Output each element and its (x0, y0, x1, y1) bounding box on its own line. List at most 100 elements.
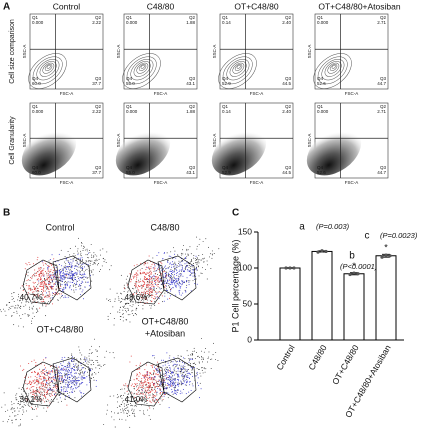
gated-dot (72, 380, 74, 382)
gated-dot (155, 381, 157, 383)
event-dot (186, 256, 188, 258)
event-dot (198, 244, 200, 246)
event-dot (37, 383, 39, 385)
event-dot (215, 359, 217, 360)
contour (327, 62, 340, 74)
gated-dot (44, 385, 46, 387)
event-dot (207, 361, 208, 363)
event-dot (56, 391, 58, 392)
event-dot (147, 295, 148, 297)
event-dot (149, 296, 150, 298)
gated-dot (53, 274, 55, 276)
gated-dot (181, 266, 183, 268)
event-dot (149, 304, 151, 306)
event-dot (31, 320, 32, 322)
gated-dot (63, 381, 65, 383)
gated-dot (179, 283, 181, 285)
event-dot (16, 307, 18, 309)
x-axis-label: FSC-A (60, 180, 74, 185)
event-dot (65, 270, 67, 272)
gated-dot (182, 357, 184, 359)
event-dot (88, 368, 89, 370)
event-dot (18, 425, 20, 427)
gated-dot (64, 366, 66, 368)
event-dot (78, 368, 80, 370)
event-dot (94, 254, 96, 256)
event-dot (81, 274, 83, 276)
gated-dot (82, 377, 84, 379)
gated-dot (67, 274, 69, 276)
gated-dot (51, 264, 53, 266)
y-tick-label: 150 (238, 226, 252, 236)
plot-title: C48/80 (150, 222, 179, 232)
event-dot (124, 303, 126, 304)
gated-dot (78, 257, 80, 259)
event-dot (139, 399, 141, 401)
gated-dot (146, 281, 148, 283)
gated-dot (150, 391, 152, 393)
event-dot (120, 409, 121, 411)
gated-dot (42, 294, 44, 296)
event-dot (27, 400, 29, 402)
gated-dot (37, 296, 39, 298)
event-dot (151, 374, 153, 376)
y-axis-label: P1 Cell percentage (%) (230, 239, 240, 332)
gated-dot (62, 389, 64, 391)
event-dot (67, 260, 69, 262)
event-dot (75, 245, 77, 247)
event-dot (153, 400, 155, 402)
event-dot (18, 325, 20, 327)
event-dot (13, 407, 15, 409)
event-dot (109, 300, 111, 302)
gated-dot (42, 269, 44, 271)
event-dot (42, 368, 44, 370)
event-dot (180, 367, 182, 369)
gated-dot (186, 373, 188, 375)
gated-dot (70, 372, 72, 374)
event-dot (145, 296, 147, 298)
event-dot (200, 272, 202, 274)
event-dot (6, 304, 8, 306)
event-dot (201, 356, 202, 357)
gated-dot (169, 377, 171, 379)
event-dot (17, 403, 19, 405)
event-dot (125, 309, 127, 311)
event-dot (119, 306, 121, 308)
gated-dot (63, 270, 65, 272)
quadrant-name: Q4 (126, 76, 133, 81)
event-dot (184, 369, 186, 371)
event-dot (169, 286, 171, 288)
gated-dot (164, 364, 166, 366)
gated-dot (165, 274, 167, 276)
event-dot (149, 295, 150, 297)
quadrant-value: 1.88 (186, 109, 195, 114)
contour (317, 56, 348, 85)
gated-dot (172, 380, 174, 382)
event-dot (8, 307, 10, 309)
event-dot (122, 320, 124, 322)
event-dot (109, 313, 111, 314)
event-dot (200, 375, 202, 377)
gated-dot (86, 359, 88, 361)
gated-dot (82, 298, 84, 300)
gated-dot (37, 287, 39, 289)
gated-dot (200, 388, 202, 390)
event-dot (117, 311, 119, 313)
gated-dot (61, 377, 63, 379)
gated-dot (41, 270, 43, 272)
event-dot (176, 283, 178, 285)
gated-dot (136, 287, 138, 289)
gated-dot (68, 370, 70, 372)
event-dot (53, 401, 55, 403)
gated-dot (189, 381, 191, 383)
event-dot (62, 375, 64, 377)
gated-dot (80, 363, 82, 365)
gated-dot (50, 378, 52, 380)
gated-dot (71, 368, 73, 370)
gated-dot (69, 381, 71, 383)
event-dot (79, 266, 81, 268)
event-dot (152, 387, 154, 388)
gated-dot (191, 265, 193, 267)
